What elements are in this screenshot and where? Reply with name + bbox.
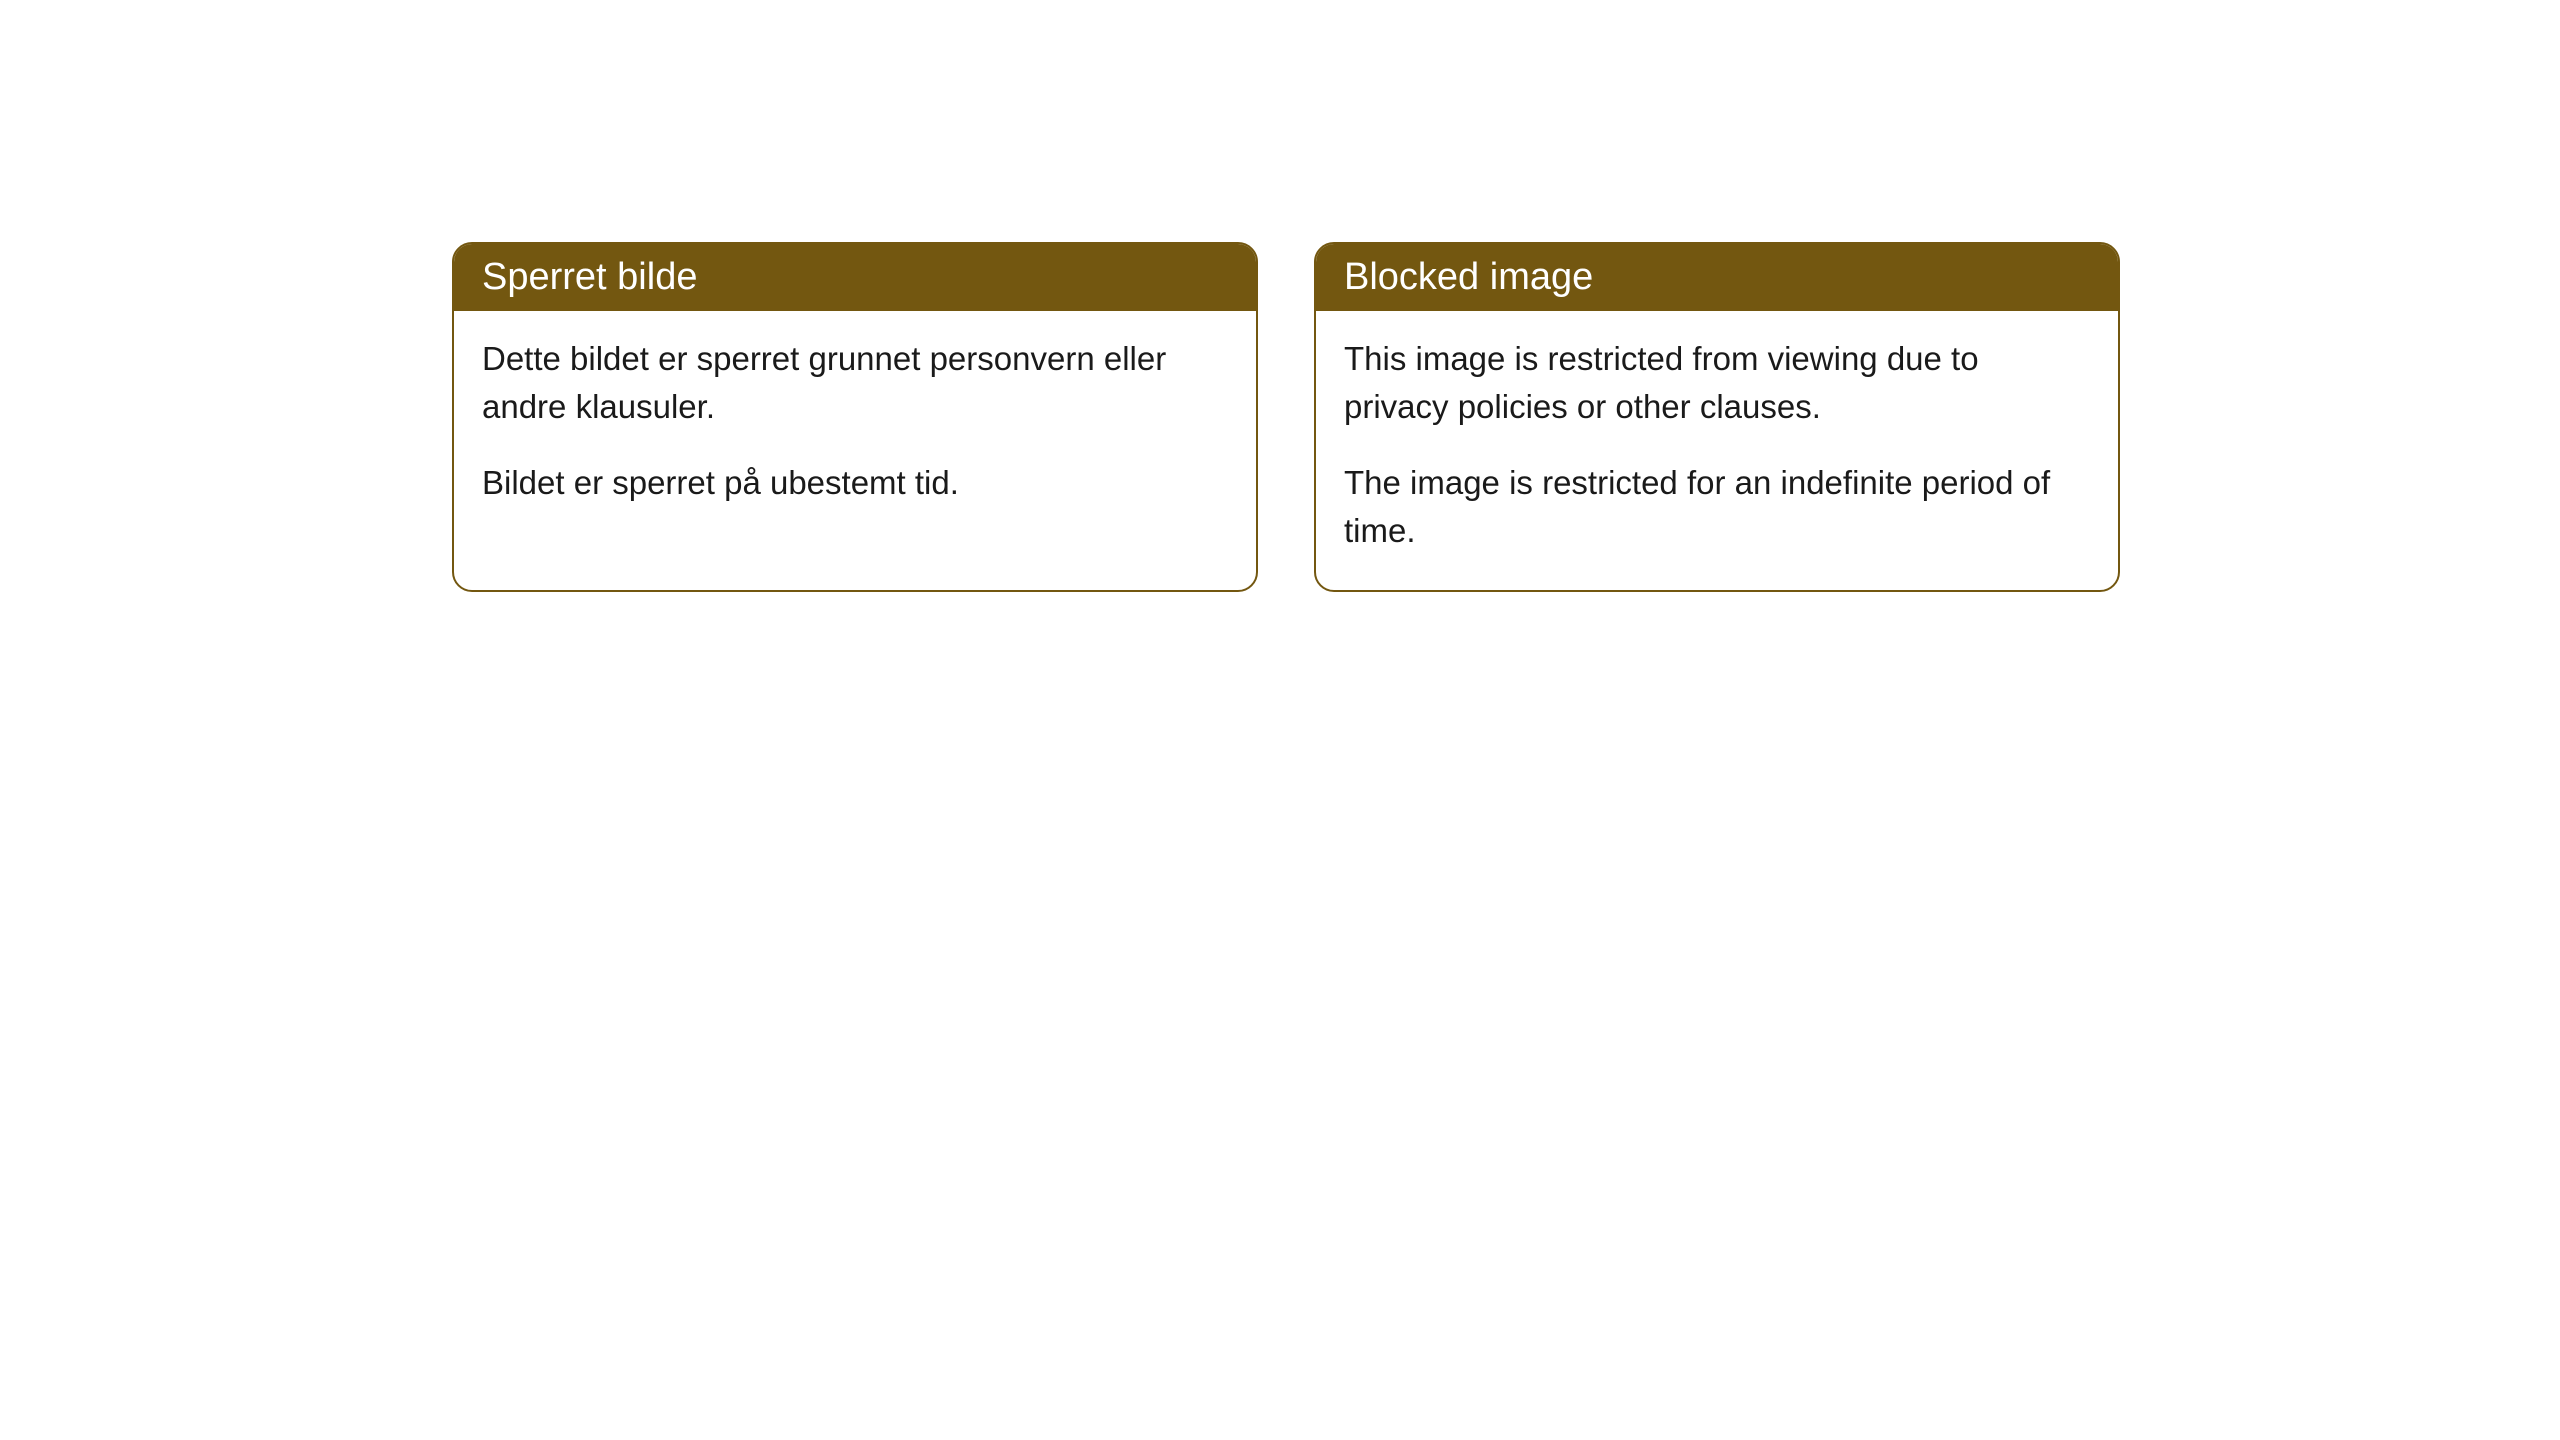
card-paragraph-2: The image is restricted for an indefinit…: [1344, 459, 2090, 555]
notice-cards-container: Sperret bilde Dette bildet er sperret gr…: [452, 242, 2120, 592]
card-header: Blocked image: [1316, 244, 2118, 311]
card-header: Sperret bilde: [454, 244, 1256, 311]
card-title: Blocked image: [1344, 256, 1593, 298]
card-paragraph-2: Bildet er sperret på ubestemt tid.: [482, 459, 1228, 507]
card-paragraph-1: This image is restricted from viewing du…: [1344, 335, 2090, 431]
card-body: Dette bildet er sperret grunnet personve…: [454, 311, 1256, 543]
card-title: Sperret bilde: [482, 256, 697, 298]
card-body: This image is restricted from viewing du…: [1316, 311, 2118, 590]
blocked-image-card-english: Blocked image This image is restricted f…: [1314, 242, 2120, 592]
blocked-image-card-norwegian: Sperret bilde Dette bildet er sperret gr…: [452, 242, 1258, 592]
card-paragraph-1: Dette bildet er sperret grunnet personve…: [482, 335, 1228, 431]
